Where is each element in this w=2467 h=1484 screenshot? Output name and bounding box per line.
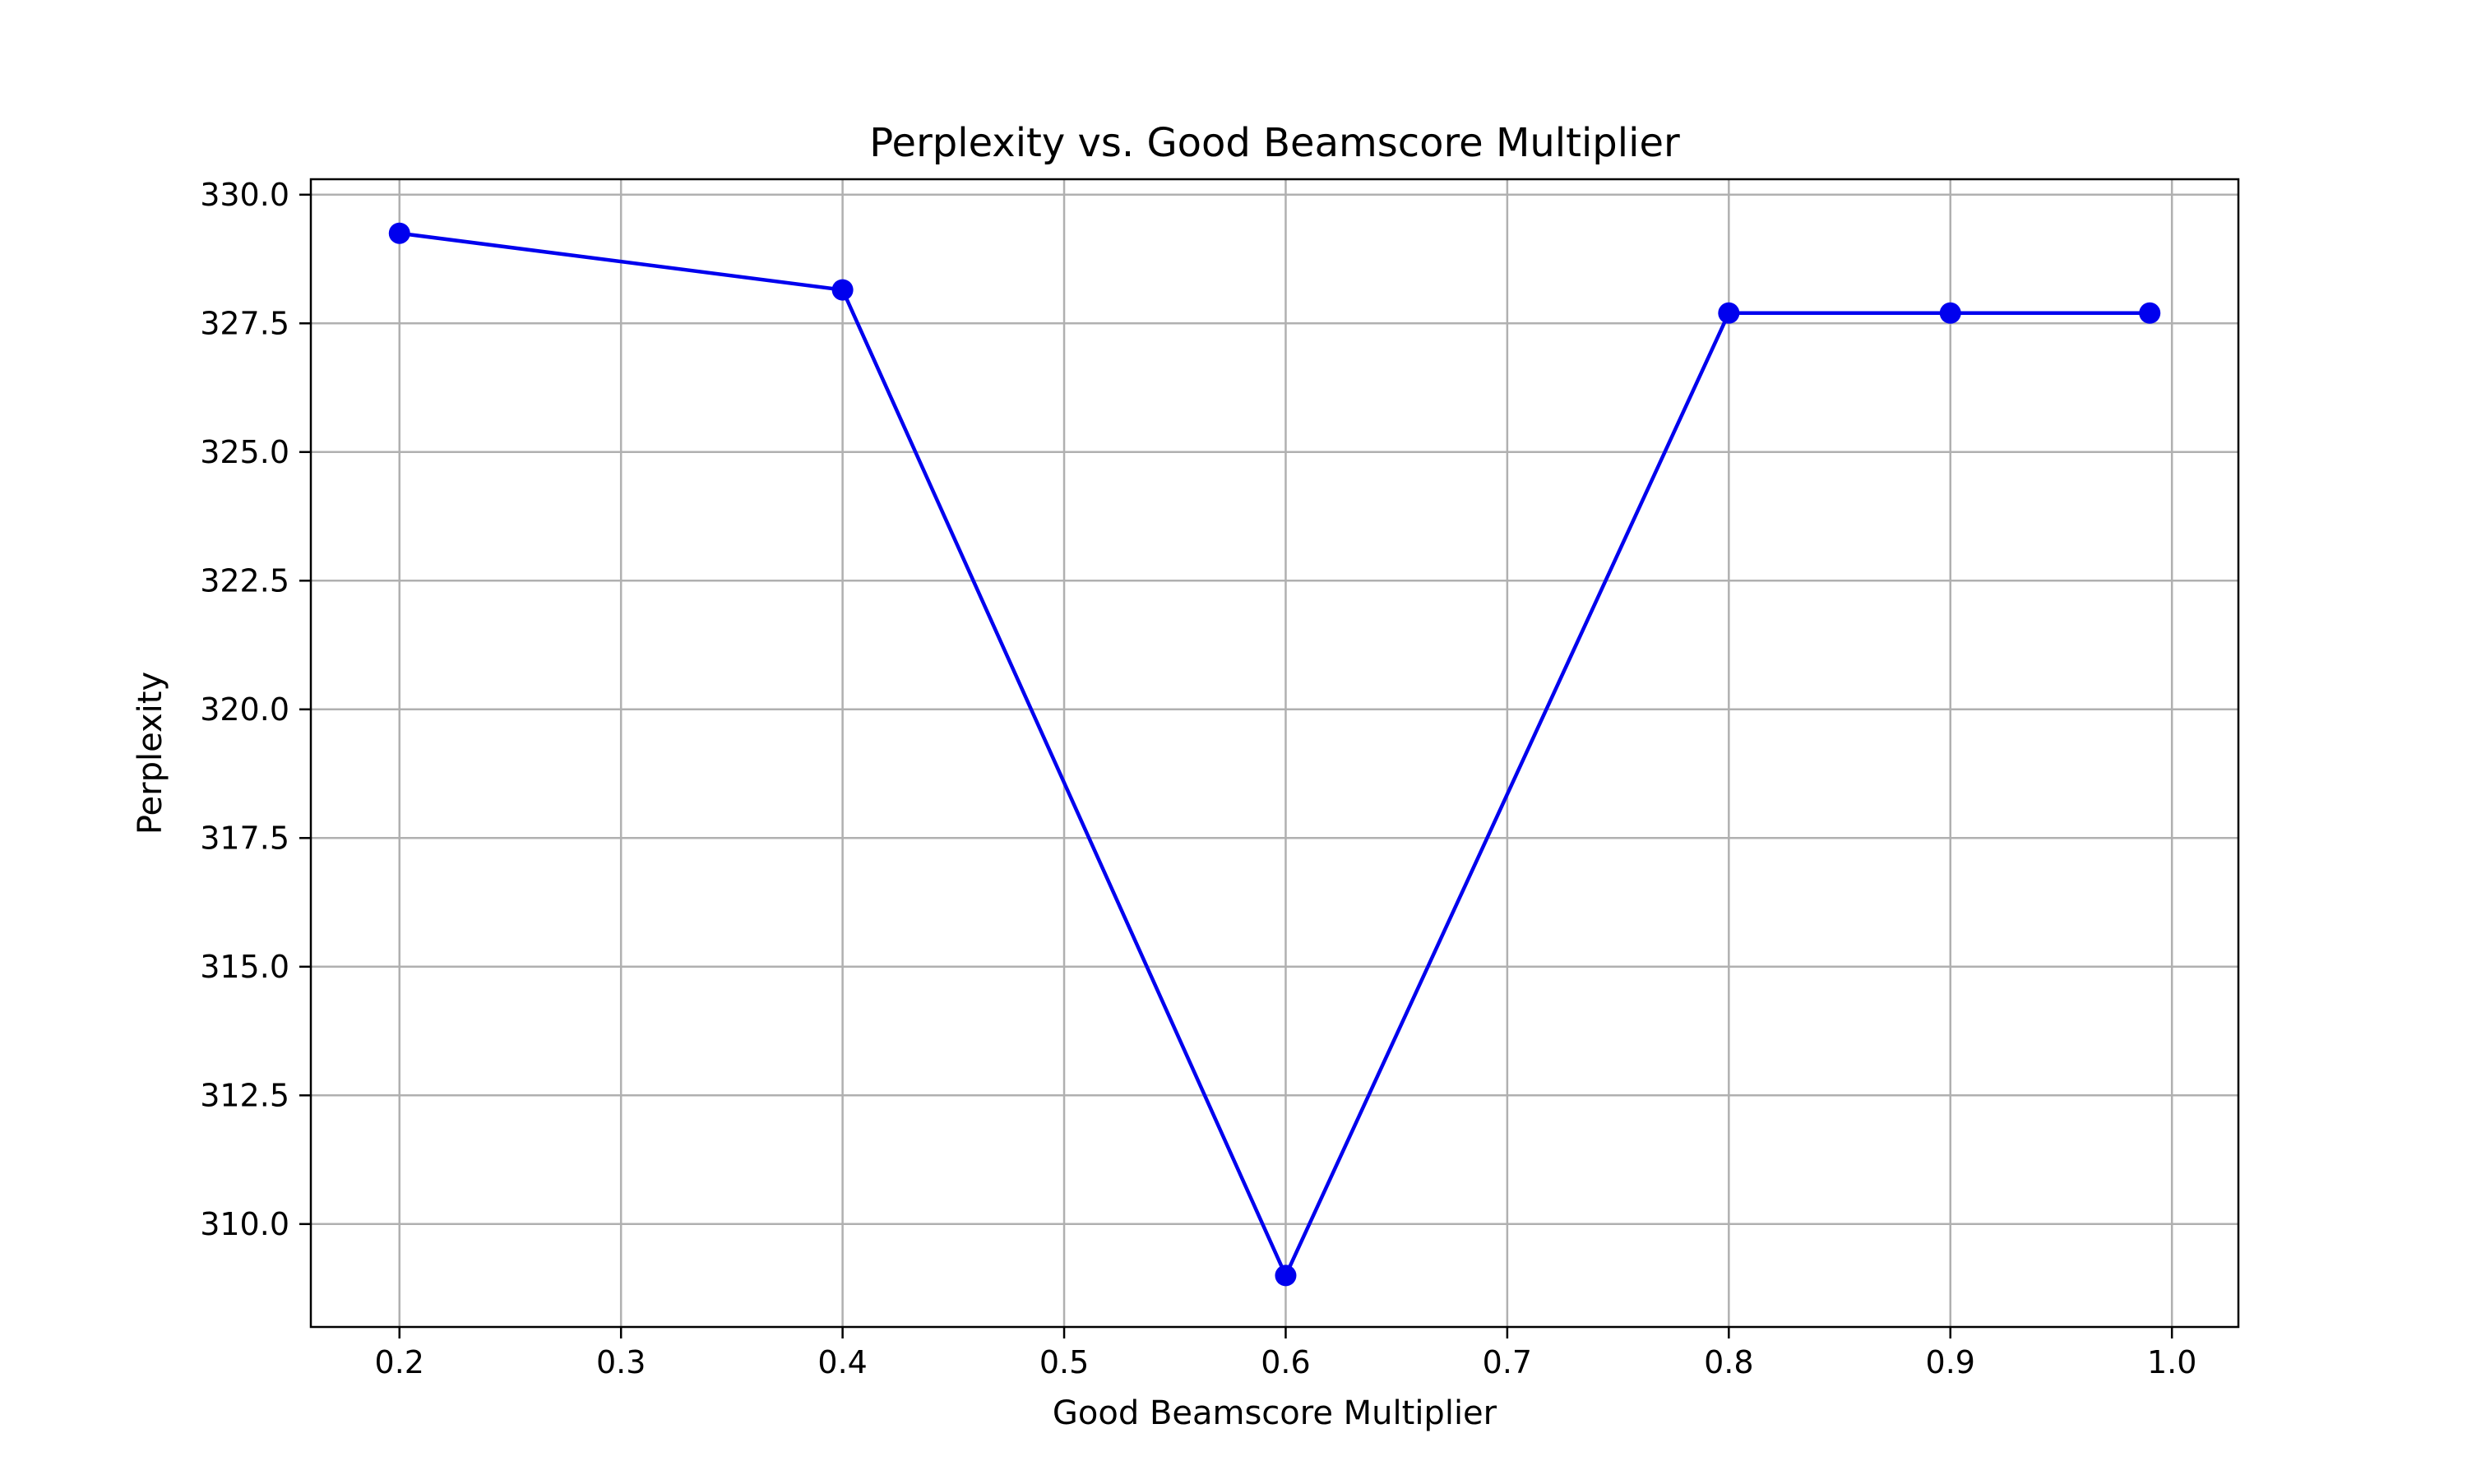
data-point: [1939, 302, 1961, 324]
series-layer: [388, 222, 2161, 1287]
x-tick-label: 0.4: [817, 1344, 867, 1380]
plot-area-frame: [309, 178, 2240, 1329]
x-axis-label: Good Beamscore Multiplier: [1053, 1394, 1497, 1432]
x-tick-label: 0.7: [1483, 1344, 1532, 1380]
x-tick-label: 0.2: [375, 1344, 424, 1380]
y-tick-label: 320.0: [200, 691, 289, 728]
y-axis-ticks: 310.0 312.5 315.0 317.5 320.0 322.5 325.0 327.5…: [200, 177, 311, 1242]
x-tick-label: 0.9: [1926, 1344, 1975, 1380]
data-point: [1275, 1264, 1297, 1287]
chart-title: Perplexity vs. Good Beamscore Multiplier: [869, 120, 1680, 166]
data-point: [388, 222, 410, 244]
data-point: [831, 279, 854, 301]
y-tick-label: 310.0: [200, 1206, 289, 1242]
grid: [311, 179, 2238, 1327]
data-point: [1718, 302, 1740, 324]
y-tick-label: 325.0: [200, 434, 289, 470]
x-tick-label: 0.5: [1039, 1344, 1089, 1380]
y-tick-label: 327.5: [200, 305, 289, 341]
x-tick-label: 1.0: [2147, 1344, 2196, 1380]
series-line: [399, 231, 2150, 1278]
y-tick-label: 315.0: [200, 949, 289, 985]
x-axis-ticks: 0.2 0.3 0.4 0.5 0.6 0.7 0.8 0.9 1.0: [375, 1327, 2196, 1380]
x-tick-label: 0.8: [1704, 1344, 1753, 1380]
y-tick-label: 330.0: [200, 177, 289, 213]
x-tick-label: 0.3: [596, 1344, 646, 1380]
data-point: [2139, 302, 2161, 324]
y-tick-label: 317.5: [200, 820, 289, 856]
y-tick-label: 312.5: [200, 1077, 289, 1113]
y-axis-label: Perplexity: [132, 672, 169, 834]
x-tick-label: 0.6: [1261, 1344, 1310, 1380]
y-tick-label: 322.5: [200, 562, 289, 599]
